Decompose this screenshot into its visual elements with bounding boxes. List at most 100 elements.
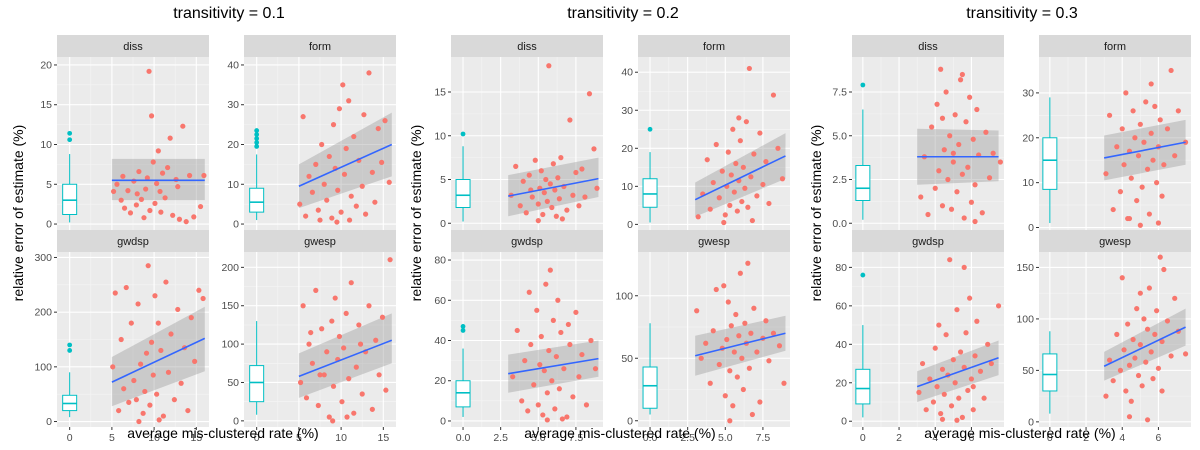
data-point-g2-form [740, 164, 746, 170]
data-point-g3-gwesp [1106, 357, 1113, 363]
data-point-g1-form [386, 179, 392, 185]
data-point-g1-gwesp [309, 360, 315, 366]
data-point-g1-gwdsp [175, 306, 181, 313]
box-body-g3-gwdsp [855, 368, 871, 405]
data-point-g2-diss [541, 190, 547, 196]
data-point-g3-gwdsp [916, 389, 922, 395]
strip-g1-diss [57, 35, 209, 57]
data-point-g3-gwdsp [930, 399, 937, 405]
ci-band-g3-gwesp [1104, 308, 1186, 381]
data-point-g3-diss [954, 189, 960, 195]
data-point-g3-gwesp [1154, 308, 1160, 314]
data-point-g2-diss [544, 198, 550, 204]
data-point-g3-gwesp [1103, 393, 1109, 399]
data-point-g1-gwdsp [133, 397, 139, 403]
y-tick-label-g1-form: 0 [233, 219, 239, 231]
data-point-g1-form [346, 98, 352, 104]
data-point-g1-gwdsp [196, 287, 202, 293]
data-point-g2-form [770, 92, 777, 98]
data-point-g2-diss [564, 207, 570, 213]
x-axis-label-3: average mis-clustered rate (%) [924, 425, 1116, 441]
x-tick-label-g3-gwesp: 6 [1156, 432, 1162, 444]
x-tick-label-g2-gwdsp: 0.0 [456, 432, 471, 444]
data-point-g1-diss [134, 191, 140, 197]
data-point-g2-gwdsp [526, 289, 532, 295]
data-point-g3-gwdsp [970, 407, 976, 413]
data-point-g2-gwesp [713, 286, 719, 293]
data-point-g3-gwdsp [927, 376, 933, 382]
data-point-g3-form [1123, 90, 1129, 96]
box-outlier-g3-gwdsp [860, 272, 866, 278]
data-point-g1-gwesp [300, 303, 306, 309]
y-tick-label-g1-diss: 0 [46, 219, 52, 231]
x-tick-label-g1-gwesp: 10 [335, 432, 347, 444]
data-point-g3-diss [963, 119, 969, 125]
data-point-g2-gwesp [725, 299, 731, 305]
data-point-g3-gwdsp [938, 410, 944, 417]
box-body-g3-gwesp [1042, 353, 1058, 392]
data-point-g1-diss [148, 113, 155, 119]
y-tick-label-g2-gwdsp: 60 [434, 295, 446, 307]
data-point-g3-form [1146, 211, 1152, 217]
data-point-g2-gwdsp [592, 366, 599, 372]
y-tick-label-g3-gwdsp: 40 [835, 339, 847, 351]
data-point-g2-form [716, 195, 722, 201]
data-point-g1-gwesp [351, 410, 357, 416]
data-point-g2-gwdsp [525, 408, 531, 414]
data-point-g2-diss [546, 63, 552, 69]
data-point-g1-gwesp [313, 287, 319, 293]
data-point-g3-gwdsp [950, 357, 956, 363]
data-point-g1-diss [167, 135, 173, 141]
data-point-g2-gwesp [739, 355, 745, 361]
data-point-g1-form [303, 213, 309, 219]
data-point-g1-gwdsp [178, 380, 184, 386]
data-point-g3-diss [957, 77, 964, 83]
fit-line-g1-form [298, 143, 393, 187]
data-point-g2-gwdsp [556, 386, 562, 392]
data-point-g3-gwdsp [939, 416, 946, 422]
data-point-g2-gwesp [727, 418, 733, 424]
data-point-g1-gwdsp [147, 402, 153, 408]
data-point-g1-form [321, 181, 327, 187]
y-tick-label-g1-gwdsp: 200 [34, 307, 52, 319]
data-point-g2-gwesp [730, 403, 736, 409]
data-point-g1-form [361, 112, 367, 118]
data-point-g1-form [343, 145, 349, 152]
strip-label-g1-gwdsp: gwdsp [117, 236, 149, 248]
data-point-g3-form [1150, 157, 1156, 163]
data-point-g2-gwesp [734, 374, 740, 380]
data-point-g1-gwdsp [158, 347, 164, 354]
data-point-g3-form [1130, 108, 1136, 114]
data-point-g3-diss [925, 211, 931, 218]
strip-g3-gwesp [1039, 230, 1191, 252]
y-tick-label-g2-gwesp: 50 [621, 353, 633, 365]
data-point-g1-form [336, 106, 343, 112]
y-tick-label-g1-form: 20 [227, 139, 239, 151]
data-point-g1-diss [183, 219, 189, 225]
data-point-g2-gwesp [742, 320, 748, 326]
data-point-g2-form [707, 206, 713, 212]
data-point-g3-form [1152, 103, 1158, 109]
data-point-g2-gwdsp [549, 378, 555, 384]
data-point-g2-gwdsp [544, 390, 550, 396]
strip-g2-gwesp [638, 230, 790, 252]
data-point-g2-diss [547, 181, 553, 187]
fit-line-g2-gwdsp [508, 357, 599, 375]
data-point-g3-gwesp [1152, 331, 1158, 337]
data-point-g3-diss [986, 175, 993, 181]
fit-line-g2-diss [508, 177, 599, 197]
box-body-g2-gwesp [642, 366, 658, 409]
box-body-g2-gwdsp [455, 380, 471, 408]
data-point-g1-diss [138, 196, 145, 202]
data-point-g2-gwesp [736, 333, 742, 339]
data-point-g2-gwesp [757, 399, 763, 405]
box-body-g3-form [1042, 137, 1058, 190]
data-point-g3-gwdsp [947, 257, 953, 263]
y-tick-label-g3-diss: 2.5 [832, 174, 847, 186]
ci-band-g1-gwesp [298, 313, 392, 398]
data-point-g3-gwesp [1139, 383, 1145, 389]
data-point-g1-gwdsp [156, 417, 162, 423]
panel-bg-g3-form [1039, 57, 1191, 232]
strip-label-g2-gwdsp: gwdsp [511, 236, 543, 248]
data-point-g2-diss [579, 166, 585, 172]
